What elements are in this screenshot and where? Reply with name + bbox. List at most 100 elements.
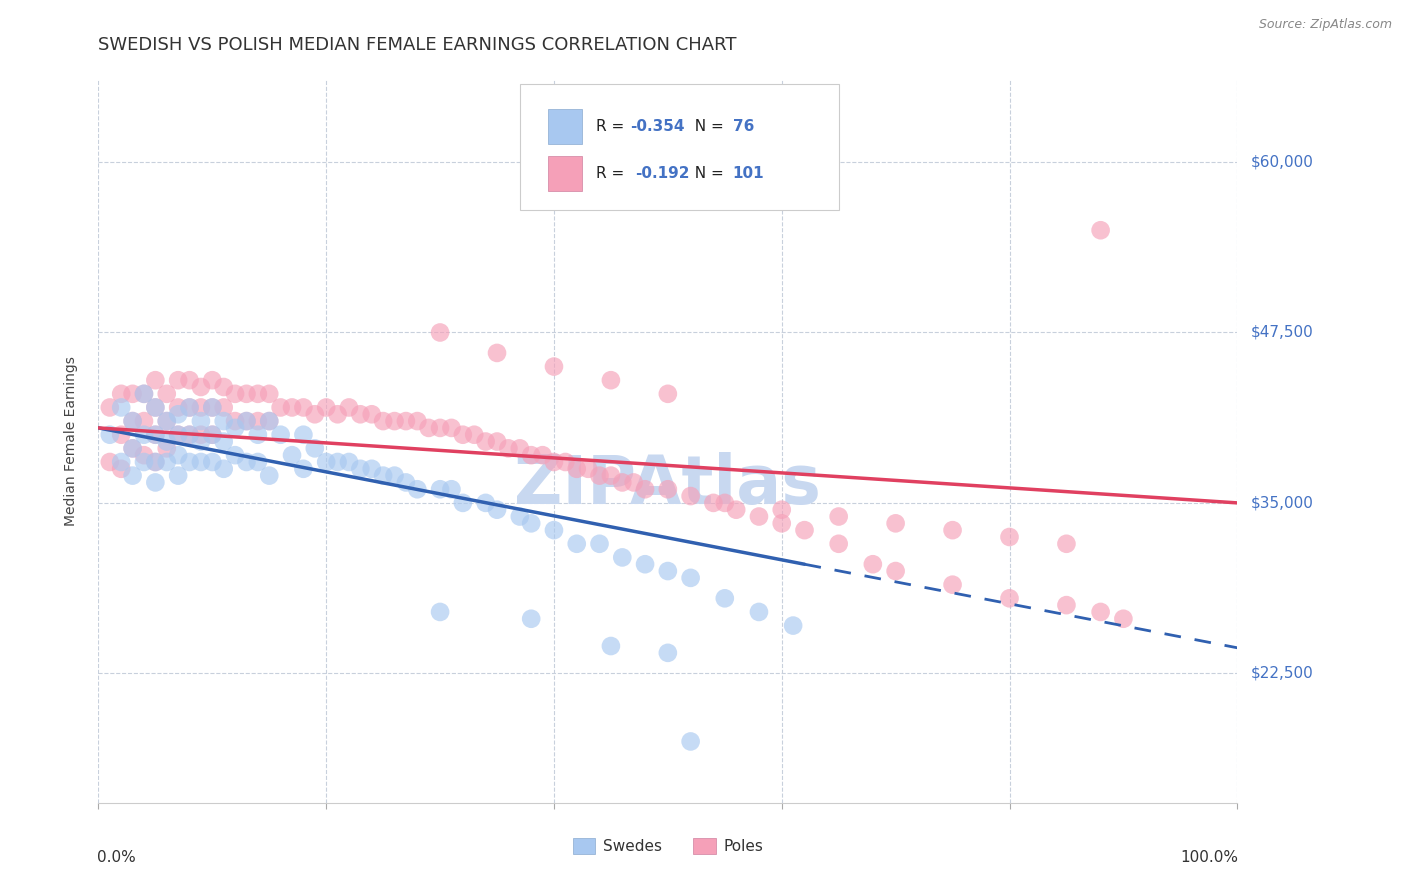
Point (145, 401, 167, 415)
Point (145, 455, 167, 469)
Point (942, 577, 965, 591)
Point (623, 475, 645, 490)
Point (588, 537, 610, 551)
Point (145, 401, 167, 415)
Point (600, 373, 623, 387)
Point (600, 468, 623, 483)
Point (246, 427, 269, 442)
Point (190, 380, 212, 394)
Point (1054, 598, 1078, 612)
Point (190, 401, 212, 415)
Point (406, 414, 429, 428)
Text: N =: N = (685, 119, 728, 134)
Bar (548, 156, 582, 191)
Point (440, 421, 463, 435)
Point (520, 612, 543, 626)
Point (246, 414, 269, 428)
Point (179, 401, 201, 415)
Point (167, 401, 190, 415)
Point (702, 496, 724, 510)
Point (235, 414, 257, 428)
Point (224, 387, 246, 401)
Point (1054, 537, 1078, 551)
Point (224, 421, 246, 435)
Point (486, 434, 509, 449)
Point (998, 530, 1021, 544)
Point (1090, 223, 1112, 237)
Text: $22,500: $22,500 (1251, 665, 1315, 681)
Point (634, 558, 657, 572)
Point (576, 462, 599, 476)
Point (156, 434, 179, 449)
Point (1090, 605, 1112, 619)
Point (315, 401, 337, 415)
Point (600, 639, 623, 653)
Point (360, 407, 382, 421)
Point (281, 401, 304, 415)
Point (179, 401, 201, 415)
Point (121, 414, 143, 428)
Text: 100.0%: 100.0% (1181, 850, 1239, 864)
Point (179, 455, 201, 469)
Point (235, 414, 257, 428)
Point (1112, 612, 1135, 626)
Point (828, 537, 851, 551)
Bar (548, 109, 582, 144)
Point (612, 550, 634, 565)
Point (224, 448, 246, 462)
Point (121, 387, 143, 401)
Point (259, 414, 281, 428)
Point (132, 387, 155, 401)
Point (281, 448, 304, 462)
Text: SWEDISH VS POLISH MEDIAN FEMALE EARNINGS CORRELATION CHART: SWEDISH VS POLISH MEDIAN FEMALE EARNINGS… (98, 36, 737, 54)
Point (246, 387, 269, 401)
Point (132, 414, 155, 428)
Point (429, 482, 451, 496)
Point (167, 373, 190, 387)
Point (179, 427, 201, 442)
Text: 101: 101 (733, 166, 765, 181)
Point (429, 605, 451, 619)
Point (156, 455, 179, 469)
Point (326, 407, 349, 421)
Point (429, 421, 451, 435)
Point (429, 326, 451, 340)
Point (486, 502, 509, 516)
Point (406, 482, 429, 496)
Point (714, 591, 737, 606)
Text: -0.354: -0.354 (630, 119, 685, 134)
Point (270, 401, 292, 415)
Point (384, 414, 406, 428)
Point (121, 468, 143, 483)
Point (132, 427, 155, 442)
Point (132, 387, 155, 401)
Point (371, 414, 394, 428)
Point (224, 414, 246, 428)
Point (145, 475, 167, 490)
Point (201, 373, 224, 387)
Text: N =: N = (685, 166, 728, 181)
Point (212, 401, 235, 415)
Point (259, 387, 281, 401)
Point (657, 564, 679, 578)
Point (235, 387, 257, 401)
Point (167, 448, 190, 462)
Point (657, 482, 679, 496)
Point (167, 427, 190, 442)
Point (167, 468, 190, 483)
Point (498, 442, 520, 456)
Point (246, 455, 269, 469)
Point (326, 455, 349, 469)
Point (486, 346, 509, 360)
Point (179, 427, 201, 442)
Y-axis label: Median Female Earnings: Median Female Earnings (63, 357, 77, 526)
Point (474, 434, 496, 449)
Point (554, 455, 576, 469)
Point (395, 414, 418, 428)
Point (270, 427, 292, 442)
Point (98, 455, 121, 469)
Point (395, 475, 418, 490)
Text: Source: ZipAtlas.com: Source: ZipAtlas.com (1258, 18, 1392, 31)
Point (451, 427, 474, 442)
Point (212, 434, 235, 449)
